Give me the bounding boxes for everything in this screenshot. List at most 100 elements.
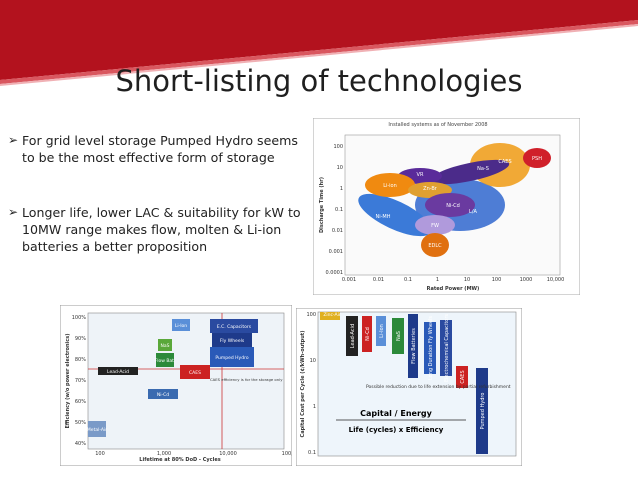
tech-label: Long Duration Fly Wheels xyxy=(428,316,434,380)
x-tick-label: 10 xyxy=(464,277,470,283)
y-tick-label: 0.01 xyxy=(332,228,343,234)
tech-box xyxy=(180,365,210,379)
y-axis-label: Efficiency (w/o power electronics) xyxy=(65,334,71,429)
figure-power-vs-time: Installed systems as of November 2008 10… xyxy=(313,118,580,295)
tech-bar xyxy=(408,314,418,378)
x-tick-label: 100 xyxy=(95,451,105,457)
bubble-label: Ni-MH xyxy=(375,214,390,220)
tech-label: Ni-Cd xyxy=(157,392,169,398)
y-tick-label: 80% xyxy=(75,357,86,363)
bubble-label: FW xyxy=(431,223,439,229)
tech-bar xyxy=(476,368,488,454)
bubble-label: VR xyxy=(417,172,424,178)
tech-label: CAES xyxy=(189,370,201,376)
y-tick-label: 0.1 xyxy=(308,450,316,456)
tech-box xyxy=(98,367,138,375)
tech-bar xyxy=(346,316,358,356)
tech-label: Lead-Acid xyxy=(350,324,356,348)
tech-label: NaS xyxy=(161,343,170,349)
y-tick-label: 100 xyxy=(306,312,316,318)
tech-box xyxy=(158,339,172,351)
y-tick-label: 100 xyxy=(333,144,343,150)
y-tick-label: 0.1 xyxy=(335,207,343,213)
bubble-label: Zn-Br xyxy=(423,186,438,192)
x-tick-label: 1 xyxy=(436,277,439,283)
tech-label: NaS xyxy=(396,331,402,341)
tech-bar xyxy=(440,320,452,376)
y-axis-label: Capital Cost per Cycle (¢/kWh-output) xyxy=(300,331,306,438)
y-tick-label: 50% xyxy=(75,420,86,426)
bullet: For grid level storage Pumped Hydro seem… xyxy=(8,132,312,166)
tech-label: Pumped Hydro xyxy=(215,355,248,361)
tech-label: Zinc-Air xyxy=(323,312,341,318)
tech-bar xyxy=(392,318,404,354)
bubble-label: Na-S xyxy=(477,166,489,172)
tech-label: Li-Ion xyxy=(379,324,385,338)
bubble-label: Ni-Cd xyxy=(446,203,460,209)
formula-top: Capital / Energy xyxy=(360,409,432,418)
tech-box xyxy=(210,347,254,367)
bubble-label: Li-ion xyxy=(383,183,397,189)
figure-cost-per-cycle: 100 10 1 0.1 Capital Cost per Cycle (¢/kWh-… xyxy=(296,308,522,466)
x-tick-label: 10,000 xyxy=(547,277,565,283)
bubble-label: L/A xyxy=(469,209,477,215)
y-tick-label: 60% xyxy=(75,399,86,405)
y-tick-label: 10 xyxy=(310,358,316,364)
y-tick-label: 10 xyxy=(337,165,343,171)
tech-label: E.C. Capacitors xyxy=(217,324,252,330)
x-tick-label: 100 xyxy=(492,277,502,283)
tech-label: Flow Batteries xyxy=(411,328,417,364)
x-axis-label: Lifetime at 80% DoD - Cycles xyxy=(139,457,220,463)
x-tick-label: 0.1 xyxy=(404,277,412,283)
annotation: CAES efficiency is for the storage only xyxy=(210,377,283,382)
y-tick-label: 40% xyxy=(75,441,86,447)
y-tick-label: 90% xyxy=(75,336,86,342)
tech-label: Electrochemical Capacitors xyxy=(444,314,450,382)
tech-label: Flow Bat. xyxy=(155,358,176,364)
y-tick-label: 70% xyxy=(75,378,86,384)
y-tick-label: 1 xyxy=(340,186,343,192)
tech-box xyxy=(172,319,190,331)
x-tick-label: 1000 xyxy=(520,277,533,283)
tech-bar xyxy=(376,316,386,346)
annotation: Possible reduction due to life extension… xyxy=(366,384,511,390)
bubble-label: EDLC xyxy=(428,243,442,249)
x-tick-label: 0.01 xyxy=(373,277,384,283)
y-tick-label: 0.0001 xyxy=(326,270,344,276)
tech-bar xyxy=(362,316,372,352)
x-axis-label: Rated Power (MW) xyxy=(427,286,480,292)
tech-bar xyxy=(424,322,436,374)
x-tick-label: 1,000 xyxy=(157,451,171,457)
bullet: Longer life, lower LAC & suitability for… xyxy=(8,204,312,255)
tech-label: Ni-Cd xyxy=(365,327,371,341)
tech-bar xyxy=(320,312,340,320)
tech-box xyxy=(88,421,106,437)
bubbles xyxy=(358,143,551,257)
slide-title: Short-listing of technologies xyxy=(115,64,523,98)
figure-caption: Installed systems as of November 2008 xyxy=(388,122,487,128)
tech-bar xyxy=(456,366,468,388)
formula-bottom: Life (cycles) x Efficiency xyxy=(349,426,444,434)
y-tick-label: 100% xyxy=(72,315,87,321)
tech-label: Fly Wheels xyxy=(220,338,245,344)
tech-label: Metal-Air xyxy=(87,427,107,433)
x-tick-label: 0.001 xyxy=(342,277,356,283)
x-tick-label: 100,000 xyxy=(282,451,292,457)
tech-box xyxy=(156,353,174,367)
tech-box xyxy=(212,333,252,347)
tech-box xyxy=(148,389,178,399)
figure-efficiency-vs-lifetime: 100% 90% 80% 70% 60% 50% 40% 100 1,000 10,000 100,… xyxy=(60,305,292,466)
y-axis-label: Discharge Time (hr) xyxy=(319,177,325,233)
tech-label: Lead-Acid xyxy=(107,369,129,375)
tech-box xyxy=(210,319,258,333)
y-tick-label: 0.001 xyxy=(329,249,343,255)
tech-label: Li-Ion xyxy=(175,323,187,329)
tech-label: CAES xyxy=(460,370,466,383)
y-tick-label: 1 xyxy=(313,404,316,410)
x-tick-label: 10,000 xyxy=(219,451,237,457)
bubble-label: CAES xyxy=(498,159,511,165)
bubble-label: PSH xyxy=(532,156,542,162)
tech-label: Pumped Hydro xyxy=(480,393,486,430)
header-band xyxy=(0,0,638,86)
